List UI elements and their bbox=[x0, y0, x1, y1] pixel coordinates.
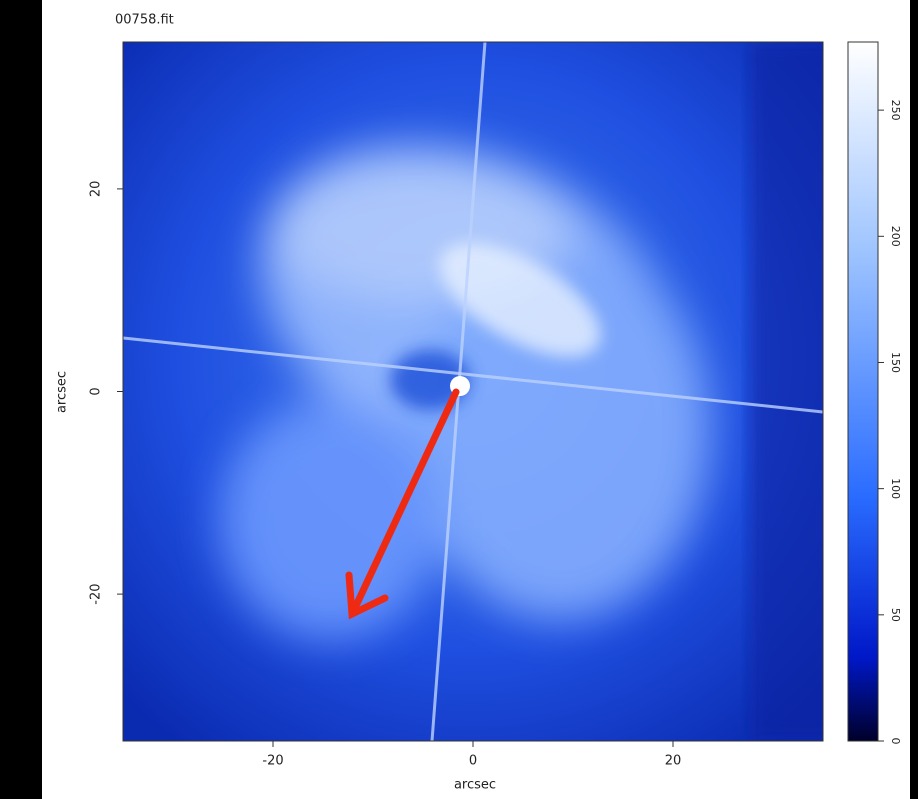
colorbar bbox=[848, 42, 878, 741]
colorbar-tick-label: 150 bbox=[889, 352, 902, 373]
y-axis-label: arcsec bbox=[55, 371, 70, 413]
image-title: 00758.fit bbox=[115, 13, 174, 28]
colorbar-tick-label: 250 bbox=[889, 100, 902, 121]
image bbox=[123, 42, 840, 741]
colorbar-tick-label: 100 bbox=[889, 478, 902, 499]
x-axis-label: arcsec bbox=[454, 778, 496, 793]
y-tick-label: 20 bbox=[89, 181, 104, 198]
screen: 00758.fit arcsec arcsec -20020-200200501… bbox=[0, 0, 918, 799]
x-tick-label: -20 bbox=[262, 754, 283, 769]
colorbar-tick-label: 200 bbox=[889, 226, 902, 247]
colorbar-tick-label: 0 bbox=[889, 738, 902, 745]
y-tick-label: 0 bbox=[89, 387, 104, 395]
x-tick-label: 20 bbox=[665, 754, 682, 769]
x-tick-label: 0 bbox=[469, 754, 477, 769]
y-tick-label: -20 bbox=[89, 583, 104, 604]
colorbar-tick-label: 50 bbox=[889, 608, 902, 622]
